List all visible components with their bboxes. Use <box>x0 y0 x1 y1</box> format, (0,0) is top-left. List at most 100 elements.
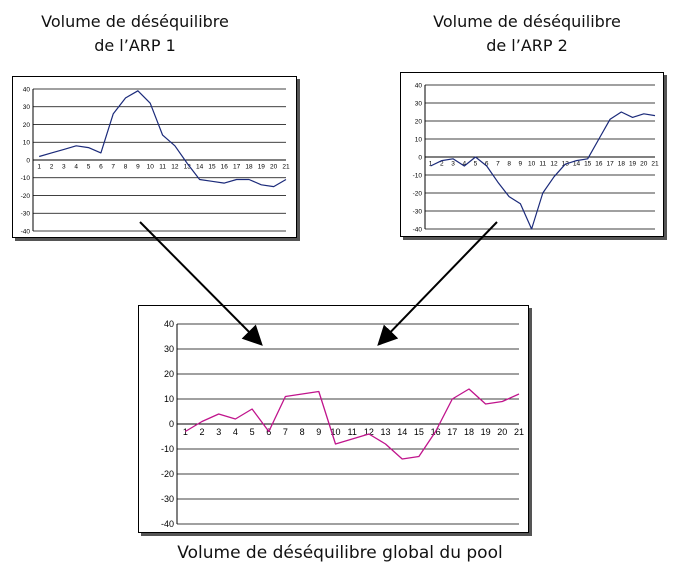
arp2-ytick-label: 0 <box>418 154 422 161</box>
arp2-xtick-label: 17 <box>607 161 615 168</box>
arp1-xtick-label: 13 <box>184 164 192 171</box>
arp2-xtick-label: 4 <box>462 161 466 168</box>
arp1-xtick-label: 1 <box>37 164 41 171</box>
pool-xtick-label: 19 <box>481 427 491 437</box>
pool-ytick-label: -40 <box>161 519 174 529</box>
arp1-xtick-label: 3 <box>62 164 66 171</box>
caption-arp1: Volume de déséquilibre de l’ARP 1 <box>20 10 250 58</box>
caption-arp2-line2: de l’ARP 2 <box>486 36 568 55</box>
arp1-ytick-label: 10 <box>23 140 31 147</box>
pool-ytick-label: -10 <box>161 444 174 454</box>
arp2-ytick-label: 40 <box>415 82 423 89</box>
arp2-xtick-label: 21 <box>651 161 659 168</box>
caption-arp1-line2: de l’ARP 1 <box>94 36 176 55</box>
pool-ytick-label: 10 <box>164 394 174 404</box>
arp1-xtick-label: 8 <box>124 164 128 171</box>
pool-xtick-label: 11 <box>347 427 356 437</box>
arp1-xtick-label: 5 <box>87 164 91 171</box>
arp1-xtick-label: 6 <box>99 164 103 171</box>
arp2-xtick-label: 12 <box>550 161 558 168</box>
pool-xtick-label: 7 <box>283 427 288 437</box>
arp1-ytick-label: -20 <box>21 193 31 200</box>
arp2-ytick-label: -10 <box>413 172 423 179</box>
pool-ytick-label: -20 <box>161 469 174 479</box>
pool-xtick-label: 15 <box>414 427 424 437</box>
arp2-xtick-label: 15 <box>584 161 592 168</box>
arp2-xtick-label: 11 <box>539 161 546 168</box>
arp1-xtick-label: 4 <box>74 164 78 171</box>
pool-xtick-label: 18 <box>464 427 474 437</box>
pool-xtick-label: 12 <box>364 427 374 437</box>
arp1-ytick-label: -10 <box>21 175 31 182</box>
arp1-xtick-label: 7 <box>111 164 115 171</box>
arp2-xtick-label: 19 <box>629 161 637 168</box>
caption-arp1-line1: Volume de déséquilibre <box>41 12 229 31</box>
arp2-xtick-label: 7 <box>496 161 500 168</box>
arp2-xtick-label: 9 <box>519 161 523 168</box>
pool-ytick-label: -30 <box>161 494 174 504</box>
arp2-xtick-label: 5 <box>474 161 478 168</box>
arp2-ytick-label: -20 <box>413 190 423 197</box>
pool-xtick-label: 5 <box>250 427 255 437</box>
caption-pool: Volume de déséquilibre global du pool <box>177 543 503 563</box>
arp1-xtick-label: 15 <box>208 164 216 171</box>
arp1-xtick-label: 19 <box>258 164 266 171</box>
arp1-xtick-label: 17 <box>233 164 241 171</box>
arp2-ytick-label: -40 <box>413 226 423 233</box>
arp2-xtick-label: 18 <box>618 161 626 168</box>
arp1-xtick-label: 11 <box>159 164 166 171</box>
arp2-xtick-label: 8 <box>507 161 511 168</box>
arp1-ytick-label: 20 <box>23 122 31 129</box>
arp2-series-line <box>430 111 656 230</box>
arp2-xtick-label: 10 <box>528 161 536 168</box>
arp1-xtick-label: 16 <box>221 164 229 171</box>
arp1-xtick-label: 18 <box>245 164 253 171</box>
arp1-series-line <box>39 90 287 188</box>
arp1-ytick-label: 0 <box>26 157 30 164</box>
arp1-xtick-label: 2 <box>50 164 54 171</box>
pool-ytick-label: 40 <box>164 319 174 329</box>
arp1-ytick-label: -40 <box>21 228 31 235</box>
arp1-xtick-label: 14 <box>196 164 204 171</box>
arp1-ytick-label: 30 <box>23 104 31 111</box>
chart-pool-panel: 40 30 20 10 0 -10 -20 -30 -40 1 2 3 4 5 6 7 8 9 10 11 12 13 14… <box>138 305 529 533</box>
pool-xtick-label: 4 <box>233 427 238 437</box>
pool-xtick-label: 17 <box>447 427 457 437</box>
caption-arp2-line1: Volume de déséquilibre <box>433 12 621 31</box>
pool-ytick-label: 20 <box>164 369 174 379</box>
arp1-xtick-label: 21 <box>282 164 290 171</box>
pool-xtick-label: 10 <box>330 427 340 437</box>
arp2-xtick-label: 1 <box>429 161 433 168</box>
pool-ytick-label: 0 <box>169 419 174 429</box>
arp2-ytick-label: 20 <box>415 118 423 125</box>
arp2-xtick-label: 3 <box>451 161 455 168</box>
arp2-xtick-label: 6 <box>485 161 489 168</box>
arp1-ytick-label: 40 <box>23 86 31 93</box>
pool-series-line <box>184 388 520 460</box>
arp2-xtick-label: 14 <box>573 161 581 168</box>
pool-xtick-label: 2 <box>200 427 205 437</box>
arp1-xtick-label: 20 <box>270 164 278 171</box>
pool-xtick-label: 3 <box>216 427 221 437</box>
chart-arp1-panel: 40 30 20 10 0 -10 -20 -30 -40 1 2 3 4 5 6 7 8 9 10 11 12 13 14… <box>12 76 297 238</box>
caption-arp2: Volume de déséquilibre de l’ARP 2 <box>412 10 642 58</box>
arp2-ytick-label: 10 <box>415 136 423 143</box>
pool-xtick-label: 9 <box>316 427 321 437</box>
arp2-ytick-label: 30 <box>415 100 423 107</box>
arp2-ytick-label: -30 <box>413 208 423 215</box>
arp1-ytick-label: -30 <box>21 211 31 218</box>
pool-xtick-label: 13 <box>381 427 391 437</box>
arp1-xtick-label: 9 <box>136 164 140 171</box>
pool-xtick-label: 14 <box>397 427 407 437</box>
arp1-xtick-label: 12 <box>171 164 179 171</box>
chart-arp2-panel: 40 30 20 10 0 -10 -20 -30 -40 1 2 3 4 5 6 7 8 9 10 11 12 13 14… <box>400 72 664 237</box>
pool-xtick-label: 20 <box>497 427 507 437</box>
arp2-xtick-label: 20 <box>640 161 648 168</box>
arp2-xtick-label: 2 <box>440 161 444 168</box>
pool-xtick-label: 21 <box>514 427 524 437</box>
arp1-xtick-label: 10 <box>147 164 155 171</box>
pool-xtick-label: 8 <box>300 427 305 437</box>
